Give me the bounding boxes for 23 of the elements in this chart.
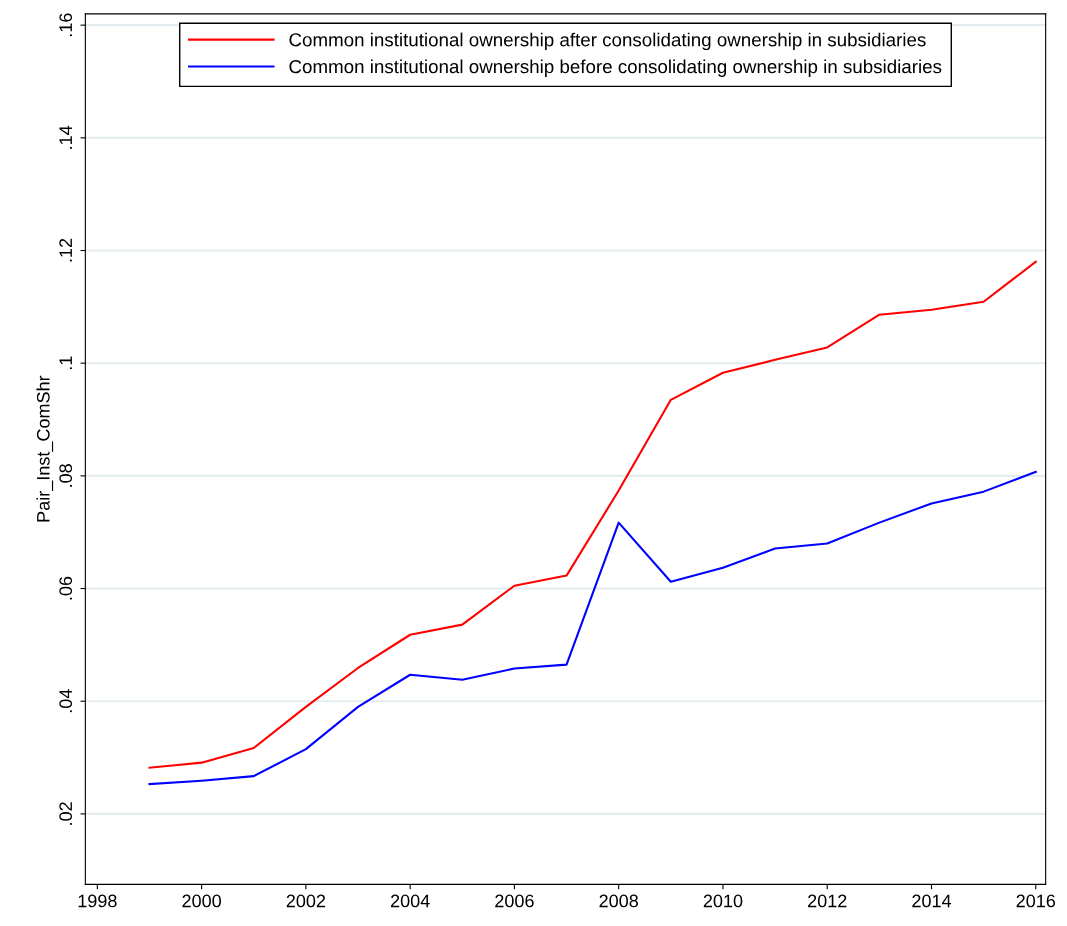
x-tick-label: 2010 [703,894,743,908]
legend-label: Common institutional ownership after consolidating ownership in subsidiaries [289,32,926,51]
legend-label: Common institutional ownership before consolidating ownership in subsidiaries [289,59,942,77]
y-tick-label: .1 [59,356,72,370]
x-tick-label: 1998 [78,894,117,908]
y-tick-label: .02 [59,802,73,825]
x-tick-label: 2016 [1016,894,1056,908]
y-tick-label: .06 [59,576,73,600]
y-axis-title: Pair_Inst_ComShr [36,375,54,522]
y-tick-label: .12 [59,238,72,262]
line-series [148,260,1037,769]
y-tick-label: .14 [59,125,72,149]
x-tick-label: 2008 [599,894,638,908]
x-tick-label: 2000 [182,894,221,908]
x-tick-label: 2002 [286,894,326,908]
x-tick-label: 2014 [912,894,952,908]
y-tick-label: .08 [59,464,73,487]
line-series [148,470,1037,786]
x-tick-label: 2004 [390,894,430,908]
y-tick-label: .04 [59,689,73,713]
x-tick-label: 2012 [808,894,847,908]
x-tick-label: 2006 [495,894,534,908]
y-tick-label: .16 [59,13,73,37]
